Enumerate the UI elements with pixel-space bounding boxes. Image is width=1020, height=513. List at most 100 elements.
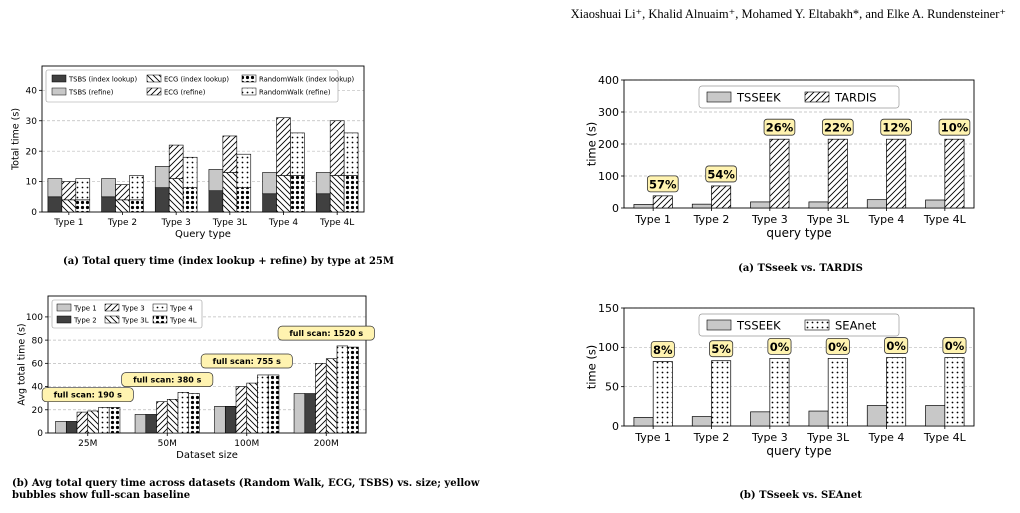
bar-tsbs-lookup (262, 193, 277, 213)
speedup-bubble (880, 118, 912, 136)
x-tick-label: Type 3 (751, 213, 788, 226)
y-tick-label: 100 (598, 341, 619, 354)
speedup-bubble (767, 337, 792, 355)
speedup-label: 12% (882, 121, 910, 135)
bar-tsseek (750, 201, 771, 209)
legend-box (698, 313, 900, 337)
y-tick-label: 400 (598, 74, 619, 87)
speedup-label: 0% (828, 340, 848, 354)
x-tick-label: Type 4L (319, 218, 354, 228)
x-tick-label: Type 4 (268, 218, 299, 228)
bar-tsbs-refine (154, 166, 170, 188)
legend-swatch (56, 303, 72, 312)
legend-label: Type 3L (121, 317, 149, 325)
x-tick-label: 100M (234, 439, 259, 449)
x-tick-label: Type 1 (53, 218, 83, 228)
y-tick-label: 40 (26, 86, 38, 96)
x-tick-label: Type 3L (212, 218, 247, 228)
bar-type-1 (293, 393, 306, 434)
bar-type-1 (55, 421, 67, 434)
y-tick-label: 40 (32, 383, 44, 393)
legend-label: Type 4L (169, 317, 197, 325)
bar-tsseek (808, 410, 829, 427)
bar-randomwalk-lookup (75, 199, 91, 213)
bar-tardis (769, 138, 790, 209)
x-tick-label: Type 3 (161, 218, 191, 228)
chart-tr-svg: 0 100 200 300 400 time (s) 57% 54% 26% 22% 12% 10% T… (584, 74, 975, 240)
legend-swatch (804, 91, 830, 103)
legend-swatch (146, 87, 162, 96)
bar-type-3 (156, 401, 168, 434)
legend-label: TSSEEK (736, 319, 781, 333)
bar-type-2 (65, 421, 78, 434)
chart-tsseek-vs-tardis: 0 100 200 300 400 time (s) 57% 54% 26% 22% 12% 10% T… (570, 72, 990, 252)
bar-type-3l (166, 399, 179, 434)
x-tick-label: Type 4 (868, 431, 905, 444)
x-tick-label: Type 2 (693, 431, 730, 444)
bar-type-4l (267, 374, 280, 434)
chart-avg-time-by-size: 0 20 40 60 80 100 Avg total time (s) full scan:… (0, 290, 380, 470)
full-scan-bubble (121, 372, 214, 387)
speedup-bubble (705, 165, 737, 183)
x-tick-label: 25M (78, 439, 97, 449)
legend: TSSEEK TARDIS (698, 85, 900, 109)
y-tick-label: 0 (31, 208, 37, 218)
bar-randomwalk-refine (290, 132, 305, 176)
bar-tsbs-refine (47, 178, 63, 198)
y-tick-label: 100 (598, 170, 619, 183)
legend: TSSEEK SEAnet (698, 313, 900, 337)
caption-b-right: (b) TSseek vs. SEAnet (739, 490, 862, 501)
x-tick-label: Type 3L (806, 431, 850, 444)
bar-ecg-lookup (329, 175, 345, 213)
full-scan-label: full scan: 380 s (133, 376, 202, 385)
legend-label: Type 1 (73, 305, 97, 313)
speedup-label: 57% (649, 177, 677, 191)
bar-ecg-lookup (115, 199, 130, 213)
bar-ecg-lookup (61, 199, 77, 213)
x-axis-label: query type (766, 226, 831, 240)
legend-swatch (56, 315, 72, 324)
speedup-label: 0% (945, 339, 965, 353)
legend-swatch (51, 87, 67, 96)
legend-label: TARDIS (834, 91, 877, 105)
author-header: Xiaoshuai Li⁺, Khalid Alnuaim⁺, Mohamed … (570, 7, 1006, 21)
bar-randomwalk-refine (75, 178, 91, 201)
legend-swatch (104, 315, 120, 324)
bar-tsseek (925, 405, 946, 427)
x-axis-label: Query type (175, 229, 231, 240)
speedup-label: 0% (886, 339, 906, 353)
x-tick-label: Type 1 (634, 213, 671, 226)
legend-label: RandomWalk (refine) (259, 89, 331, 97)
x-tick-label: Type 2 (693, 213, 730, 226)
speedup-label: 5% (711, 342, 731, 356)
bar-type-2 (145, 414, 157, 434)
bar-type-3l (87, 410, 99, 434)
caption-b-left: (b) Avg total query time across datasets… (12, 478, 480, 501)
full-scan-bubble (277, 325, 375, 341)
bar-tsseek (866, 199, 887, 209)
full-scan-label: full scan: 755 s (213, 357, 282, 366)
bar-randomwalk-refine (236, 153, 252, 188)
legend-box (45, 69, 339, 103)
bar-tsbs-refine (101, 178, 116, 198)
full-scan-bubble (200, 353, 293, 369)
y-tick-label: 10 (26, 178, 38, 188)
x-tick-label: Type 3 (751, 431, 788, 444)
y-axis-label: Total time (s) (11, 108, 22, 171)
legend-swatch (152, 303, 168, 312)
bar-tardis (827, 138, 848, 209)
legend-label: Type 3 (121, 305, 145, 313)
legend-swatch (241, 74, 257, 83)
bar-tardis (652, 195, 673, 209)
bar-tsbs-lookup (315, 193, 331, 213)
bar-tsseek (808, 201, 829, 209)
legend-swatch (241, 87, 257, 96)
speedup-bubble (884, 337, 909, 354)
legend: Type 1 Type 3 Type 4 Type 2 Type 3L Type 4L (51, 299, 203, 329)
speedup-bubble (942, 337, 967, 354)
bar-tsbs-refine (315, 172, 331, 195)
bar-tsseek (633, 204, 654, 209)
bar-type-3 (76, 411, 89, 434)
bar-tsseek (925, 199, 946, 209)
